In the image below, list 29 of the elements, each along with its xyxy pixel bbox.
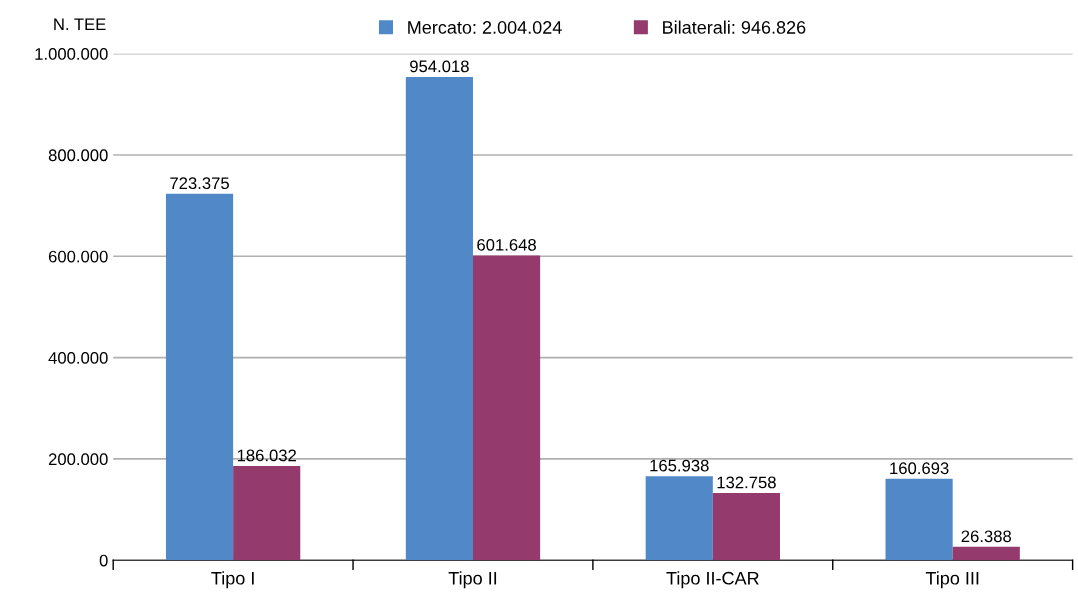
y-tick-label: 200.000 (48, 453, 108, 466)
data-label: 26.388 (961, 530, 1012, 543)
legend-label: Bilaterali: 946.826 (663, 20, 806, 34)
y-axis-title: N. TEE (54, 18, 106, 30)
y-tick-label: 800.000 (48, 149, 108, 162)
data-label: 601.648 (477, 238, 536, 251)
y-tick-label: 1.000.000 (35, 48, 108, 60)
data-label: 954.018 (410, 60, 469, 73)
y-tick-label: 600.000 (48, 250, 108, 263)
data-label: 132.758 (717, 476, 776, 489)
data-label: 186.032 (237, 449, 296, 462)
x-tick-label: Tipo II (448, 571, 497, 589)
bar (233, 466, 301, 561)
bar (712, 492, 780, 561)
bar (472, 255, 541, 561)
legend-label: Mercato: 2.004.024 (408, 21, 562, 34)
y-tick-label: 0 (99, 554, 108, 567)
bar (405, 76, 473, 561)
x-tick-label: Tipo II-CAR (666, 571, 759, 589)
data-label: 160.693 (890, 462, 949, 475)
data-label: 165.938 (650, 459, 709, 472)
bar (885, 478, 953, 561)
x-tick-label: Tipo III (925, 571, 979, 589)
bar (952, 546, 1020, 561)
x-tick-label: Tipo I (211, 571, 254, 589)
data-label: 723.375 (170, 177, 229, 190)
bar (645, 476, 713, 561)
bar (165, 193, 234, 561)
y-tick-label: 400.000 (48, 352, 108, 364)
